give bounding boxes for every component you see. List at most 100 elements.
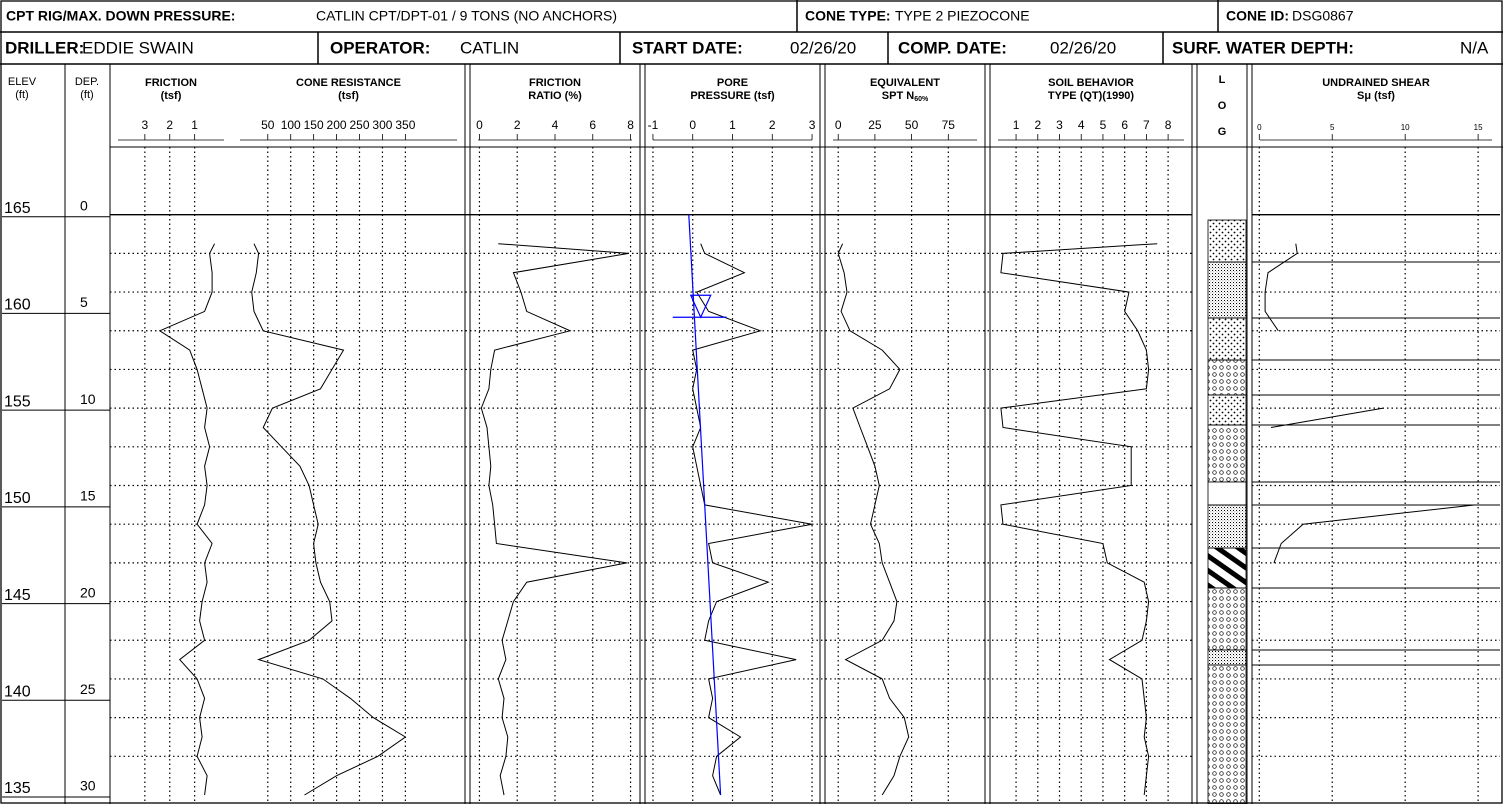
track-title: (tsf)	[338, 90, 359, 102]
x-tick-label: 2	[1034, 118, 1041, 132]
depth-label: 15	[80, 488, 96, 504]
track-title: FRICTION	[529, 77, 581, 89]
log-title: G	[1218, 126, 1227, 138]
track-title: (tsf)	[161, 90, 182, 102]
water-table	[672, 294, 727, 319]
trace	[1265, 244, 1475, 660]
x-tick-label: 1	[1013, 118, 1020, 132]
x-tick-label: 8	[1165, 118, 1172, 132]
depth-label: 25	[80, 681, 96, 697]
log-layer	[1207, 547, 1247, 589]
x-tick-label: 100	[281, 118, 301, 132]
elevation-label: 150	[4, 490, 31, 507]
x-tick-label: 2	[769, 118, 776, 132]
header-label: CONE ID:	[1226, 8, 1289, 24]
header-label: CPT RIG/MAX. DOWN PRESSURE:	[6, 8, 235, 24]
log-layer	[1207, 664, 1247, 804]
trace	[837, 243, 910, 796]
header-value: 02/26/20	[1050, 38, 1116, 57]
trace	[692, 243, 813, 796]
track-title: PRESSURE (tsf)	[690, 90, 775, 102]
x-tick-label: 250	[349, 118, 369, 132]
x-tick-label: 200	[327, 118, 347, 132]
header-label: START DATE:	[632, 38, 743, 57]
depth-label: 0	[80, 197, 88, 213]
header-label: DRILLER:	[5, 38, 84, 57]
x-tick-label: 15	[1474, 123, 1483, 132]
track-title: UNDRAINED SHEAR	[1322, 77, 1430, 89]
x-tick-label: 150	[304, 118, 324, 132]
x-tick-label: 4	[1078, 118, 1085, 132]
x-tick-label: -1	[648, 118, 659, 132]
x-tick-label: 0	[835, 118, 842, 132]
trace	[158, 243, 216, 796]
x-tick-label: 5	[1100, 118, 1107, 132]
track-title-subscript: 60%	[914, 96, 929, 103]
track-title: EQUIVALENT	[870, 77, 940, 89]
x-tick-label: 3	[1056, 118, 1063, 132]
header-value: 02/26/20	[790, 38, 856, 57]
x-tick-label: 1	[191, 118, 198, 132]
layer-boundaries	[1252, 261, 1500, 666]
log-title: O	[1218, 100, 1227, 112]
track-title: FRICTION	[145, 77, 197, 89]
elevation-label: 135	[4, 780, 31, 797]
log-layer	[1207, 317, 1247, 361]
x-tick-label: 50	[261, 118, 275, 132]
trace	[251, 243, 407, 796]
track-title: SOIL BEHAVIOR	[1048, 77, 1134, 89]
log-layer	[1207, 504, 1247, 549]
x-tick-label: 8	[627, 118, 634, 132]
depth-title: DEP.	[75, 76, 99, 88]
log-layer	[1207, 424, 1247, 483]
elev-unit: (ft)	[15, 89, 28, 101]
header-label: CONE TYPE:	[805, 8, 891, 24]
header-value: N/A	[1460, 38, 1489, 57]
x-tick-label: 50	[905, 118, 919, 132]
x-tick-label: 25	[868, 118, 882, 132]
log-layer	[1207, 394, 1247, 426]
trace	[480, 243, 629, 796]
header-value: CATLIN	[460, 38, 519, 57]
header-label: SURF. WATER DEPTH:	[1172, 38, 1354, 57]
elevation-label: 145	[4, 587, 31, 604]
x-tick-label: 6	[1121, 118, 1128, 132]
depth-label: 5	[80, 294, 88, 310]
soil-log	[1207, 219, 1247, 804]
log-layer	[1207, 219, 1247, 263]
x-tick-label: 0	[689, 118, 696, 132]
elevation-label: 160	[4, 297, 31, 314]
header-value: CATLIN CPT/DPT-01 / 9 TONS (NO ANCHORS)	[316, 8, 617, 24]
elevation-label: 155	[4, 393, 31, 410]
header-value: DSG0867	[1292, 8, 1354, 24]
x-tick-label: 10	[1401, 123, 1410, 132]
trace	[1000, 243, 1158, 796]
depth-unit: (ft)	[80, 89, 93, 101]
track-title: TYPE (QT)(1990)	[1048, 90, 1135, 102]
x-tick-label: 5	[1330, 123, 1335, 132]
x-tick-label: 0	[476, 118, 483, 132]
header-value: EDDIE SWAIN	[82, 38, 194, 57]
x-tick-label: 7	[1143, 118, 1150, 132]
header-label: OPERATOR:	[330, 38, 430, 57]
track-title: RATIO (%)	[528, 90, 582, 102]
hydrostatic-line	[688, 214, 722, 796]
x-tick-label: 1	[729, 118, 736, 132]
log-layer	[1207, 481, 1247, 506]
track-frames	[64, 64, 1503, 804]
depth-label: 20	[80, 584, 96, 600]
log-layer	[1207, 649, 1247, 666]
x-tick-label: 0	[1257, 123, 1262, 132]
depth-label: 30	[80, 778, 96, 794]
x-tick-label: 2	[514, 118, 521, 132]
elevation-label: 140	[4, 684, 31, 701]
x-tick-label: 2	[166, 118, 173, 132]
elev-title: ELEV	[8, 76, 37, 88]
x-tick-label: 75	[942, 118, 956, 132]
x-tick-label: 300	[372, 118, 392, 132]
x-tick-label: 4	[552, 118, 559, 132]
depth-label: 10	[80, 391, 96, 407]
